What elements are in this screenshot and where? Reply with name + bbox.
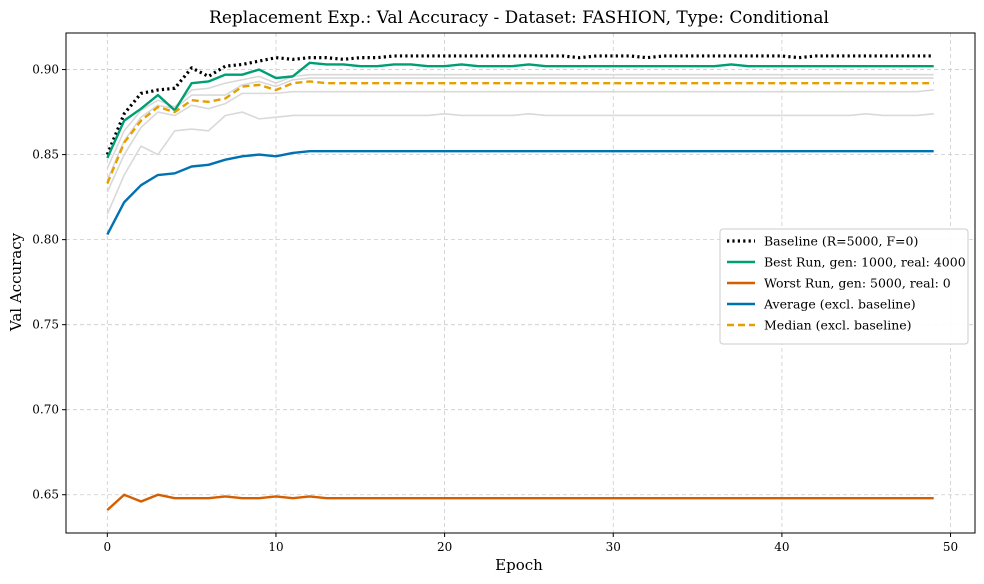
y-axis-label: Val Accuracy: [7, 232, 25, 332]
x-tick-label: 30: [606, 540, 621, 554]
x-tick-label: 20: [437, 540, 452, 554]
legend-label: Median (excl. baseline): [764, 318, 912, 333]
x-tick-label: 40: [774, 540, 789, 554]
y-tick-label: 0.90: [32, 63, 59, 77]
individual-run-line: [106, 111, 934, 215]
individual-run-line: [106, 77, 934, 181]
legend-label: Best Run, gen: 1000, real: 4000: [764, 255, 966, 270]
y-tick-label: 0.75: [32, 318, 59, 332]
x-axis-label: Epoch: [495, 556, 543, 574]
legend-label: Worst Run, gen: 5000, real: 0: [764, 276, 951, 291]
y-tick-label: 0.65: [32, 488, 59, 502]
series-line-baseline: [105, 54, 934, 156]
plot-frame: [65, 32, 976, 534]
legend-label: Average (excl. baseline): [763, 297, 916, 312]
series-line-best: [106, 61, 934, 159]
x-tick-label: 10: [268, 540, 283, 554]
y-tick-label: 0.85: [32, 148, 59, 162]
individual-run-line: [106, 89, 934, 193]
legend-box: [719, 228, 969, 345]
series-line-median: [106, 80, 934, 184]
individual-run-line: [106, 73, 934, 169]
chart-title: Replacement Exp.: Val Accuracy - Dataset…: [209, 8, 829, 28]
y-tick-label: 0.70: [32, 403, 59, 417]
series-line-worst: [106, 493, 934, 511]
series-line-average: [106, 149, 934, 236]
legend-label: Baseline (R=5000, F=0): [764, 234, 918, 249]
x-tick-label: 0: [103, 540, 111, 554]
series-layer: [105, 54, 934, 511]
legend: Baseline (R=5000, F=0) Best Run, gen: 100…: [719, 228, 969, 345]
y-tick-label: 0.80: [32, 233, 59, 247]
tick-layer: 0 10 20 30 40 50 0.65 0.70 0.75 0.80 0.85 0.90: [32, 63, 958, 554]
x-tick-label: 50: [943, 540, 958, 554]
